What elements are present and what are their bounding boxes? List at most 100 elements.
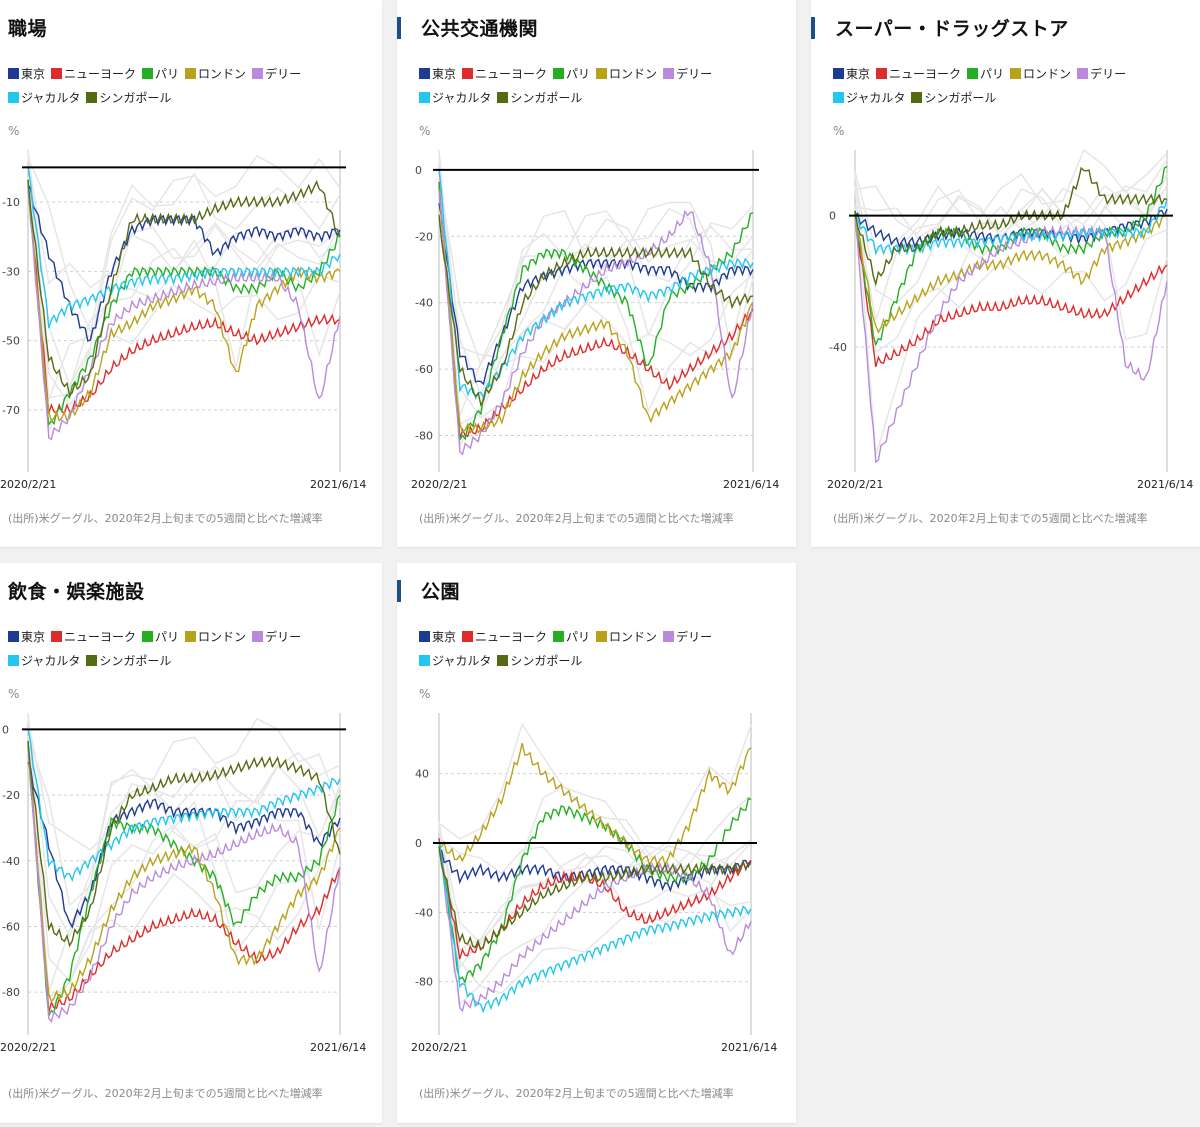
legend-swatch [663, 68, 675, 79]
background-series-line [438, 155, 754, 448]
background-series-line [27, 149, 341, 388]
series-line [27, 188, 341, 441]
legend-label: パリ [980, 67, 1005, 81]
background-series-line [27, 735, 341, 907]
x-end-label: 2021/6/14 [310, 478, 366, 491]
legend-swatch [8, 92, 19, 103]
legend-label: ニューヨーク [889, 67, 962, 81]
legend-item: ニューヨーク [462, 625, 547, 649]
series-line [27, 182, 341, 427]
background-series-line [854, 172, 1168, 305]
legend-label: パリ [566, 67, 591, 81]
chart-legend: 東京 ニューヨーク パリ ロンドン デリー ジャカルタ シンガポール [8, 625, 378, 673]
legend-item: デリー [252, 625, 301, 649]
y-tick-label: 40 [415, 768, 429, 781]
legend-item: パリ [967, 62, 1004, 86]
source-note: (出所)米グーグル、2020年2月上旬までの5週間と比べた増減率 [419, 512, 734, 525]
legend-item: 東京 [419, 62, 456, 86]
y-tick-label: -40 [829, 341, 847, 354]
series-line [27, 179, 341, 397]
chart-legend: 東京 ニューヨーク パリ ロンドン デリージャカルタ シンガポール [8, 62, 378, 110]
legend-item: ニューヨーク [51, 62, 136, 86]
legend-item: ジャカルタ [419, 649, 491, 673]
legend-item: デリー [1077, 62, 1126, 86]
unit-label: % [8, 124, 20, 138]
source-note: (出所)米グーグル、2020年2月上旬までの5週間と比べた増減率 [419, 1087, 734, 1100]
legend-item: ジャカルタ [8, 649, 80, 673]
legend-swatch [833, 92, 844, 103]
legend-swatch [419, 68, 430, 79]
legend-label: ジャカルタ [432, 654, 492, 668]
legend-label: ニューヨーク [64, 630, 137, 644]
unit-label: % [8, 687, 20, 701]
legend-swatch [1010, 68, 1022, 79]
legend-label: ロンドン [609, 630, 658, 644]
background-series-line [27, 712, 341, 939]
series-line [27, 166, 341, 329]
legend-swatch [876, 68, 888, 79]
legend-label: 東京 [21, 67, 46, 81]
series-line [438, 742, 752, 868]
background-series-line [438, 722, 752, 858]
legend-label: デリー [265, 630, 302, 644]
unit-label: % [419, 124, 431, 138]
y-tick-label: -80 [415, 429, 433, 442]
legend-item: ロンドン [185, 625, 246, 649]
series-line [27, 179, 341, 415]
chart-legend: 東京 ニューヨーク パリ ロンドン デリー ジャカルタ シンガポール [833, 62, 1200, 110]
series-line [27, 188, 341, 423]
legend-item: 東京 [419, 625, 456, 649]
legend-label: パリ [155, 630, 180, 644]
legend-label: ジャカルタ [21, 654, 81, 668]
unit-label: % [833, 124, 845, 138]
legend-label: ロンドン [609, 67, 658, 81]
legend-item: 東京 [833, 62, 870, 86]
legend-item: ロンドン [185, 62, 246, 86]
legend-swatch [252, 68, 264, 79]
chart-title: 公共交通機関 [421, 18, 539, 40]
line-chart: -10 -30 -50 -70 2020/2/21 2021/6/14 [0, 149, 366, 491]
legend-item: 東京 [8, 62, 45, 86]
legend-label: ニューヨーク [64, 67, 137, 81]
legend-label: デリー [676, 630, 713, 644]
legend-label: ジャカルタ [21, 91, 81, 105]
series-line [27, 761, 341, 929]
legend-item: パリ [142, 62, 179, 86]
series-line [27, 749, 341, 1003]
series-line [854, 165, 1168, 347]
legend-swatch [51, 631, 63, 642]
series-line [27, 184, 341, 342]
legend-label: デリー [265, 67, 302, 81]
background-series-line [27, 177, 341, 400]
legend-item: デリー [663, 625, 712, 649]
legend-item: デリー [663, 62, 712, 86]
legend-swatch [142, 631, 154, 642]
legend-swatch [8, 68, 19, 79]
chart-card-retail-recreation: 飲食・娯楽施設 東京 ニューヨーク パリ ロンドン デリー ジャカルタ シンガポール % 0… [0, 563, 382, 1123]
series-line [438, 841, 752, 1014]
chart-card-transit: 公共交通機関 東京 ニューヨーク パリ ロンドン デリー ジャカルタ シンガポール % 0 -… [397, 0, 796, 547]
x-start-label: 2020/2/21 [0, 1041, 56, 1054]
legend-item: シンガポール [86, 86, 171, 110]
series-line [854, 210, 1168, 368]
legend-item: シンガポール [911, 86, 996, 110]
series-line [27, 740, 341, 1013]
legend-swatch [553, 68, 565, 79]
chart-card-parks: 公園 東京 ニューヨーク パリ ロンドン デリー ジャカルタ シンガポール % 40 0 -40… [397, 563, 796, 1123]
y-tick-label: -30 [2, 265, 20, 278]
legend-item: ロンドン [596, 62, 657, 86]
line-chart: 0 -20 -40 -60 -80 2020/2/21 2021/6/14 [411, 149, 779, 491]
legend-swatch [497, 655, 509, 666]
background-series-line [27, 739, 341, 993]
background-series-line [27, 720, 341, 851]
series-line [854, 213, 1168, 334]
legend-swatch [185, 631, 197, 642]
legend-swatch [833, 68, 844, 79]
background-series-line [854, 158, 1168, 321]
title-accent-bar [397, 17, 401, 39]
x-end-label: 2021/6/14 [723, 478, 779, 491]
chart-title: 職場 [8, 18, 48, 40]
series-line [27, 728, 341, 883]
source-note: (出所)米グーグル、2020年2月上旬までの5週間と比べた増減率 [8, 1087, 323, 1100]
legend-item: ジャカルタ [419, 86, 491, 110]
